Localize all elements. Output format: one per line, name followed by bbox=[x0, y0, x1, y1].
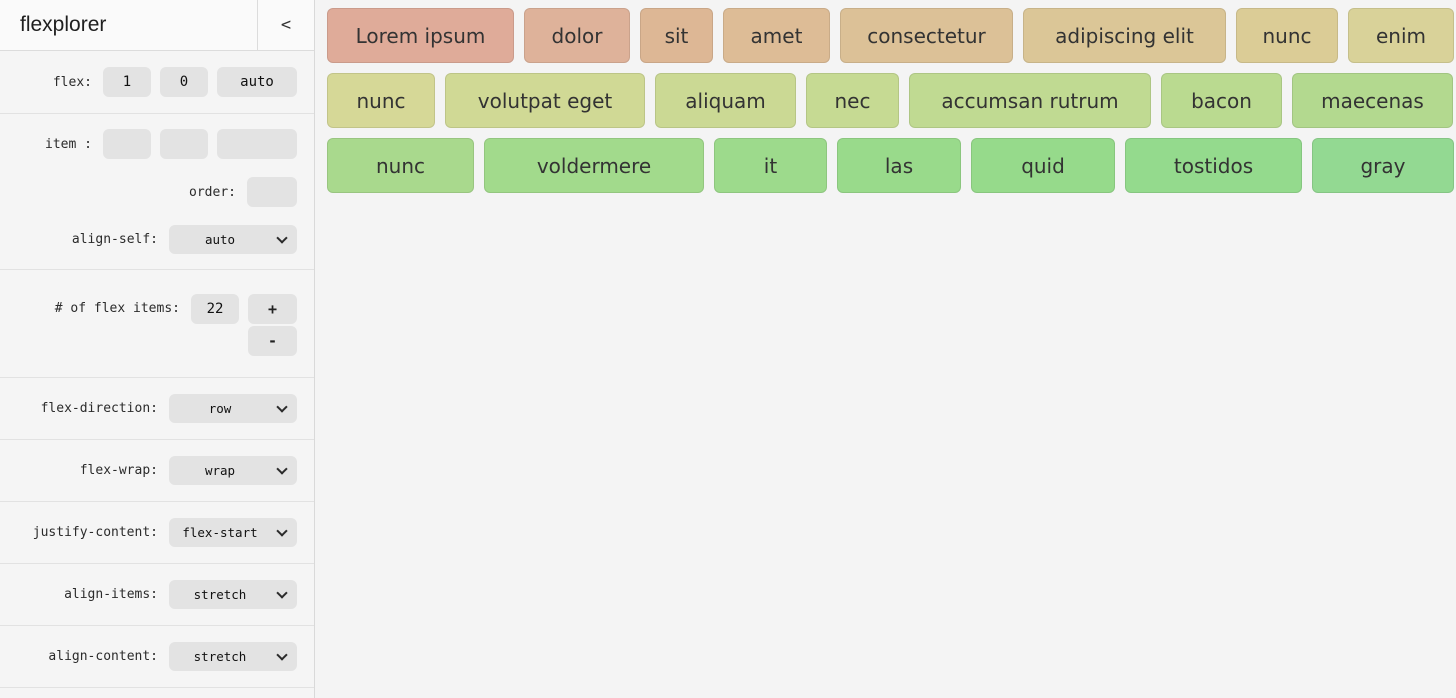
flex-item[interactable]: las bbox=[837, 138, 961, 193]
item-basis-input[interactable] bbox=[217, 129, 297, 159]
order-label: order: bbox=[189, 184, 236, 200]
flex-wrap-label: flex-wrap: bbox=[79, 463, 158, 478]
flex-item[interactable]: maecenas bbox=[1292, 73, 1453, 128]
sidebar-header: flexplorer < bbox=[0, 0, 314, 51]
flex-label: flex: bbox=[52, 74, 92, 90]
justify-content-row: justify-content: flex-start bbox=[0, 502, 314, 564]
flex-wrap-select[interactable]: wrap bbox=[169, 456, 297, 485]
chevron-down-icon bbox=[276, 649, 288, 661]
flex-direction-row: flex-direction: row bbox=[0, 378, 314, 440]
flex-item[interactable]: nunc bbox=[1236, 8, 1338, 63]
flex-item[interactable]: voldermere bbox=[484, 138, 704, 193]
decrement-items-button[interactable]: - bbox=[248, 326, 297, 356]
align-items-label: align-items: bbox=[64, 587, 158, 602]
flex-item[interactable]: gray bbox=[1312, 138, 1454, 193]
justify-content-select[interactable]: flex-start bbox=[169, 518, 297, 547]
flex-grow-input[interactable] bbox=[103, 67, 151, 97]
align-self-select[interactable]: auto bbox=[169, 225, 297, 254]
flex-item[interactable]: Lorem ipsum bbox=[327, 8, 514, 63]
justify-content-value: flex-start bbox=[182, 525, 258, 540]
align-items-row: align-items: stretch bbox=[0, 564, 314, 626]
order-row: order: bbox=[0, 168, 314, 216]
flex-item[interactable]: enim bbox=[1348, 8, 1454, 63]
flex-item[interactable]: nunc bbox=[327, 138, 474, 193]
justify-content-label: justify-content: bbox=[32, 525, 158, 540]
flex-item[interactable]: dolor bbox=[524, 8, 630, 63]
increment-items-button[interactable]: + bbox=[248, 294, 297, 324]
align-self-row: align-self: auto bbox=[0, 216, 314, 263]
order-input[interactable] bbox=[247, 177, 297, 207]
flex-shorthand-row: flex: bbox=[0, 51, 314, 114]
item-shrink-input[interactable] bbox=[160, 129, 208, 159]
flex-item[interactable]: quid bbox=[971, 138, 1115, 193]
flex-wrap-value: wrap bbox=[204, 463, 236, 478]
align-content-row: align-content: stretch bbox=[0, 626, 314, 688]
flex-item[interactable]: adipiscing elit bbox=[1023, 8, 1226, 63]
app-title: flexplorer bbox=[20, 13, 107, 36]
chevron-down-icon bbox=[276, 232, 288, 244]
flex-item[interactable]: volutpat eget bbox=[445, 73, 645, 128]
flex-item[interactable]: nec bbox=[806, 73, 899, 128]
chevron-down-icon bbox=[276, 463, 288, 475]
flex-item[interactable]: bacon bbox=[1161, 73, 1282, 128]
align-items-value: stretch bbox=[193, 587, 247, 602]
item-count-input[interactable] bbox=[191, 294, 239, 324]
flex-item[interactable]: it bbox=[714, 138, 827, 193]
flex-canvas: Lorem ipsum dolor sit amet consectetur adipis… bbox=[315, 0, 1456, 698]
flex-item[interactable]: tostidos bbox=[1125, 138, 1302, 193]
flex-item-count-row: # of flex items: + - bbox=[0, 270, 314, 378]
flex-item[interactable]: aliquam bbox=[655, 73, 796, 128]
chevron-left-icon: < bbox=[280, 15, 292, 35]
flex-item[interactable]: consectetur bbox=[840, 8, 1013, 63]
flex-item[interactable]: nunc bbox=[327, 73, 435, 128]
flex-direction-label: flex-direction: bbox=[40, 401, 158, 416]
item-settings-group: item : order: align-self: auto bbox=[0, 114, 314, 270]
chevron-down-icon bbox=[276, 587, 288, 599]
item-flex-row: item : bbox=[0, 120, 314, 168]
align-content-select[interactable]: stretch bbox=[169, 642, 297, 671]
count-label: # of flex items: bbox=[54, 301, 180, 316]
align-self-value: auto bbox=[204, 232, 236, 247]
item-grow-input[interactable] bbox=[103, 129, 151, 159]
item-count-stepper: + - bbox=[248, 294, 297, 356]
collapse-sidebar-button[interactable]: < bbox=[257, 0, 314, 50]
chevron-down-icon bbox=[276, 401, 288, 413]
align-content-value: stretch bbox=[193, 649, 247, 664]
flex-shrink-input[interactable] bbox=[160, 67, 208, 97]
flex-item[interactable]: sit bbox=[640, 8, 713, 63]
flex-wrap-row: flex-wrap: wrap bbox=[0, 440, 314, 502]
align-self-label: align-self: bbox=[71, 232, 158, 247]
sidebar: flexplorer < flex: item : order: align-s… bbox=[0, 0, 315, 698]
flex-direction-value: row bbox=[208, 401, 232, 416]
item-label: item : bbox=[45, 136, 92, 152]
flex-item[interactable]: amet bbox=[723, 8, 830, 63]
flex-direction-select[interactable]: row bbox=[169, 394, 297, 423]
align-content-label: align-content: bbox=[48, 649, 158, 664]
align-items-select[interactable]: stretch bbox=[169, 580, 297, 609]
flex-item[interactable]: accumsan rutrum bbox=[909, 73, 1151, 128]
flex-basis-input[interactable] bbox=[217, 67, 297, 97]
